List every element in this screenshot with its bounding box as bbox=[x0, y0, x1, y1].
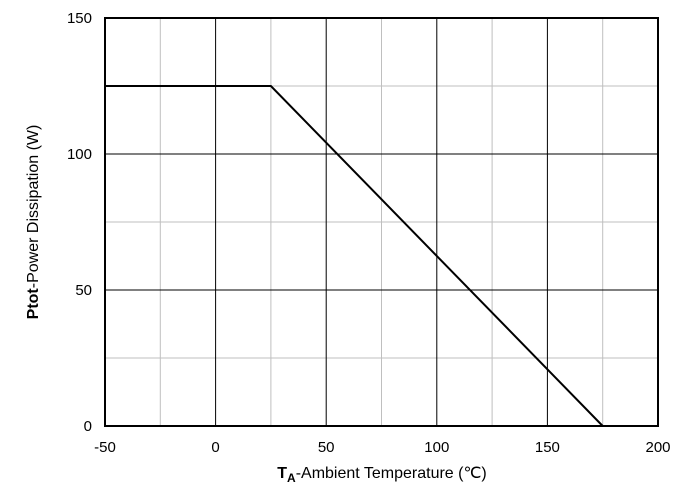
line bbox=[105, 85, 604, 427]
x-label-subscript: A bbox=[287, 471, 296, 485]
x-tick-label: 50 bbox=[318, 439, 335, 456]
x-tick-label: 150 bbox=[535, 439, 560, 456]
x-tick-label: 0 bbox=[211, 439, 219, 456]
plot-frame bbox=[104, 17, 659, 427]
x-label-text: -Ambient Temperature (℃) bbox=[296, 465, 487, 482]
y-label-text: -Power Dissipation (W) bbox=[25, 125, 42, 289]
y-axis-label: Ptot-Power Dissipation (W) bbox=[25, 125, 42, 320]
x-label-symbol: T bbox=[277, 465, 287, 482]
y-tick-label: 100 bbox=[67, 146, 92, 163]
y-label-symbol: Ptot bbox=[25, 288, 42, 320]
x-axis-label: TA-Ambient Temperature (℃) bbox=[277, 465, 487, 485]
y-tick-label: 50 bbox=[75, 282, 92, 299]
x-tick-label: -50 bbox=[94, 439, 116, 456]
y-tick-label: 150 bbox=[67, 10, 92, 27]
x-tick-label: 200 bbox=[645, 439, 670, 456]
x-tick-label: 100 bbox=[424, 439, 449, 456]
y-tick-label: 0 bbox=[84, 418, 92, 435]
